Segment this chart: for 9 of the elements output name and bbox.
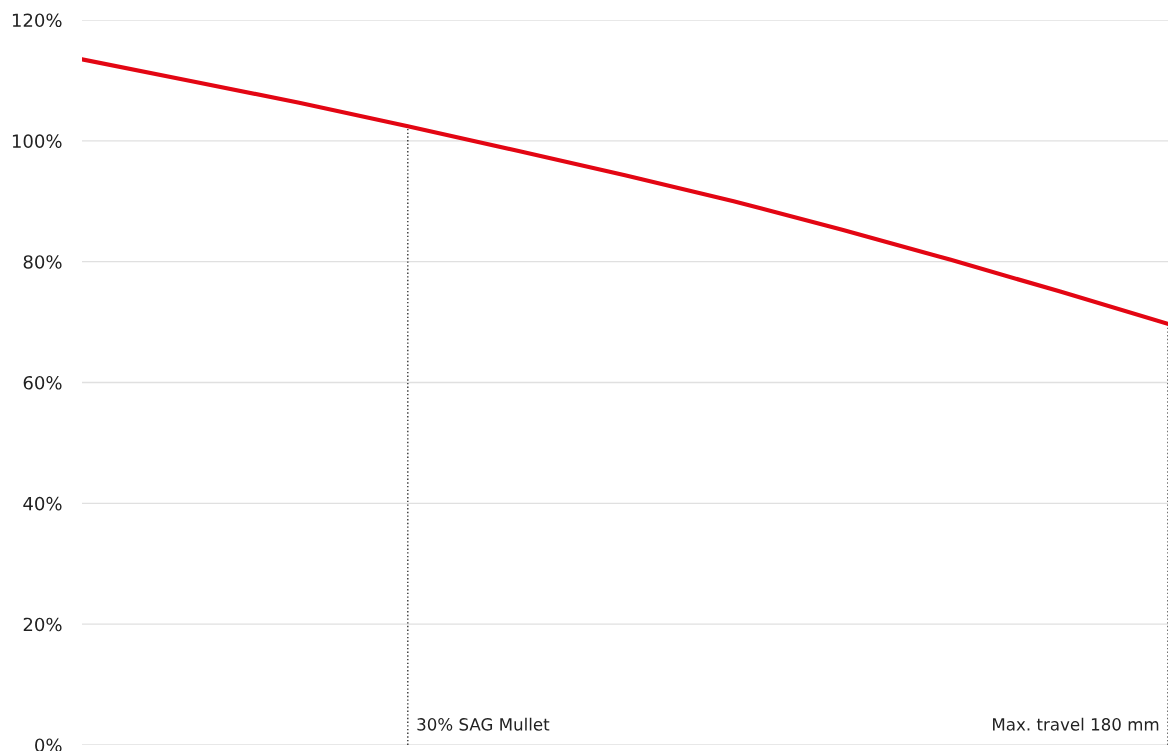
y-tick-label: 80% xyxy=(23,255,62,269)
y-tick-label: 120% xyxy=(12,13,62,28)
y-tick-label: 100% xyxy=(12,134,62,148)
annotation: Max. travel 180 mm xyxy=(993,717,1159,731)
line-series xyxy=(82,57,1168,326)
annotation: 30% SAG Mullet xyxy=(417,717,550,731)
y-tick-label: 40% xyxy=(23,496,62,511)
y-tick-label: 20% xyxy=(23,617,62,632)
y-tick-label: 60% xyxy=(23,375,62,390)
